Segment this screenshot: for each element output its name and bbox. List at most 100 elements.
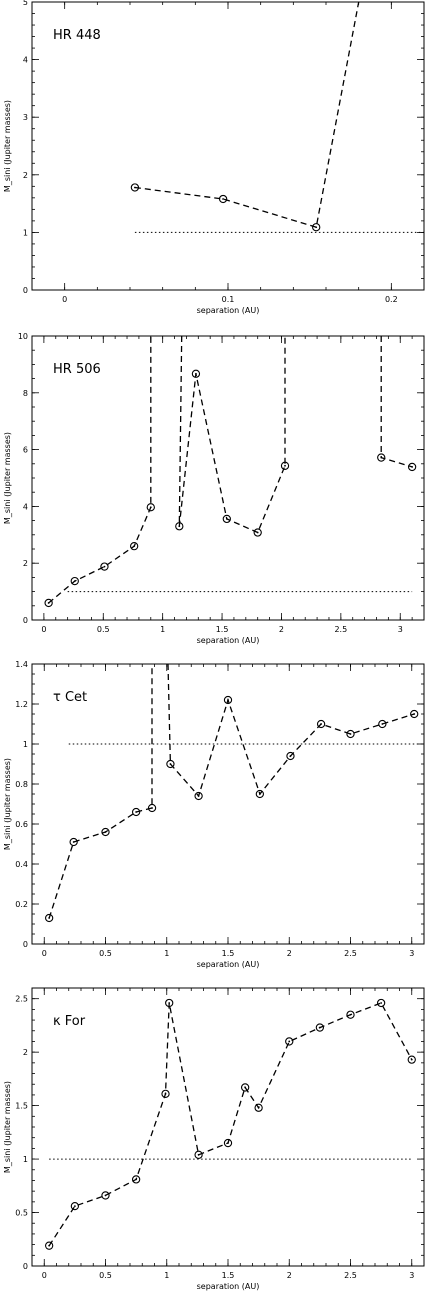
data-point-center — [227, 1142, 229, 1144]
data-point — [254, 1103, 263, 1112]
data-point — [407, 1055, 416, 1064]
data-point — [376, 998, 386, 1008]
panel-title: τ Cet — [53, 690, 87, 705]
x-tick-label: 1.5 — [222, 949, 235, 958]
data-point — [45, 913, 54, 923]
y-axis-label: M_sini (Jupiter masses) — [3, 432, 12, 524]
data-point — [316, 719, 326, 729]
data-point-center — [380, 456, 383, 459]
data-point — [131, 1175, 141, 1184]
data-point-ring — [223, 695, 233, 705]
data-point-center — [380, 1002, 383, 1004]
data-point-center — [168, 1002, 171, 1004]
data-point-center — [103, 565, 106, 568]
x-tick-label: 0 — [42, 949, 47, 958]
data-point — [191, 369, 201, 378]
y-tick-label: 1 — [23, 1155, 28, 1164]
data-point — [346, 729, 355, 739]
data-point-center — [197, 795, 200, 797]
x-tick-label: 2 — [279, 625, 284, 634]
plot-area — [130, 2, 424, 233]
plot-area — [44, 336, 417, 608]
data-point-center — [288, 1040, 291, 1043]
data-point-ring — [130, 542, 139, 551]
data-point-center — [178, 525, 181, 528]
data-point-ring — [161, 1089, 170, 1099]
plot-area — [45, 664, 424, 923]
data-point — [194, 791, 203, 801]
data-point-center — [73, 1205, 76, 1208]
data-point — [255, 789, 264, 799]
series-line — [48, 1002, 413, 1247]
data-point — [218, 194, 228, 204]
plot-area — [45, 998, 416, 1250]
y-tick-label: 2 — [23, 171, 28, 180]
data-point-ring — [255, 789, 264, 799]
data-point-ring — [101, 1191, 110, 1200]
data-point — [280, 461, 290, 470]
plot-frame — [31, 663, 425, 945]
y-tick-label: 4 — [23, 502, 28, 511]
data-point — [223, 695, 233, 705]
data-point-ring — [131, 1175, 141, 1184]
y-tick-label: 1.2 — [15, 700, 28, 709]
data-point-ring — [70, 1201, 80, 1211]
y-tick-label: 2 — [23, 1048, 28, 1057]
y-tick-label: 0.8 — [15, 780, 28, 789]
x-axis-label: separation (AU) — [197, 960, 260, 969]
plot-frame — [31, 987, 425, 1267]
data-point — [407, 462, 417, 472]
data-point-ring — [407, 1055, 416, 1064]
data-point-center — [47, 602, 50, 604]
data-point-center — [164, 1092, 167, 1095]
data-point-ring — [312, 223, 321, 232]
data-point-ring — [194, 791, 203, 801]
data-point — [410, 709, 419, 719]
data-point-ring — [377, 453, 386, 462]
data-point — [147, 803, 157, 813]
y-tick-label: 0.2 — [15, 900, 28, 909]
data-point-ring — [315, 1023, 325, 1032]
y-axis-label: M_sini (Jupiter masses) — [3, 100, 12, 192]
data-point — [346, 1010, 355, 1019]
data-point-center — [72, 841, 75, 843]
data-point-ring — [166, 759, 175, 769]
data-point-center — [227, 699, 229, 701]
data-point-ring — [175, 522, 184, 531]
data-point — [377, 453, 386, 462]
series-line — [48, 664, 153, 919]
y-tick-label: 3 — [23, 113, 28, 122]
x-tick-label: 2.5 — [344, 1271, 357, 1280]
panel-title: κ For — [53, 1014, 86, 1029]
data-point-center — [149, 506, 152, 509]
data-point — [378, 719, 387, 729]
data-point-ring — [70, 576, 79, 586]
series-line — [178, 336, 286, 534]
x-tick-label: 1 — [164, 1271, 169, 1280]
data-point — [166, 759, 175, 769]
y-tick-label: 0 — [23, 286, 28, 295]
data-point-center — [411, 466, 414, 468]
data-point-ring — [165, 998, 174, 1008]
chart-panel-3: 0 0.5 1 1.5 2 2.5 3 0 0.2 0.4 0.6 0.8 1 1.2 1.4 separat… — [3, 660, 425, 969]
series-line — [380, 336, 413, 468]
data-point-center — [222, 198, 225, 200]
data-point-ring — [286, 751, 295, 761]
data-point-center — [197, 1153, 200, 1156]
data-point-ring — [316, 719, 326, 729]
data-point-ring — [45, 1241, 54, 1250]
plot-frame — [31, 1, 425, 291]
y-tick-label: 1.5 — [15, 1102, 28, 1111]
data-point — [165, 998, 174, 1008]
data-point-center — [73, 580, 76, 582]
x-tick-label: 3 — [398, 625, 403, 634]
x-tick-label: 0.2 — [385, 295, 398, 304]
x-tick-label: 2.5 — [344, 949, 357, 958]
data-point-ring — [378, 719, 387, 729]
data-point-ring — [194, 1150, 203, 1159]
data-point-center — [289, 755, 292, 757]
x-tick-label: 1 — [160, 625, 165, 634]
data-point-ring — [69, 837, 78, 847]
data-point-center — [256, 531, 259, 534]
data-point — [130, 542, 139, 551]
